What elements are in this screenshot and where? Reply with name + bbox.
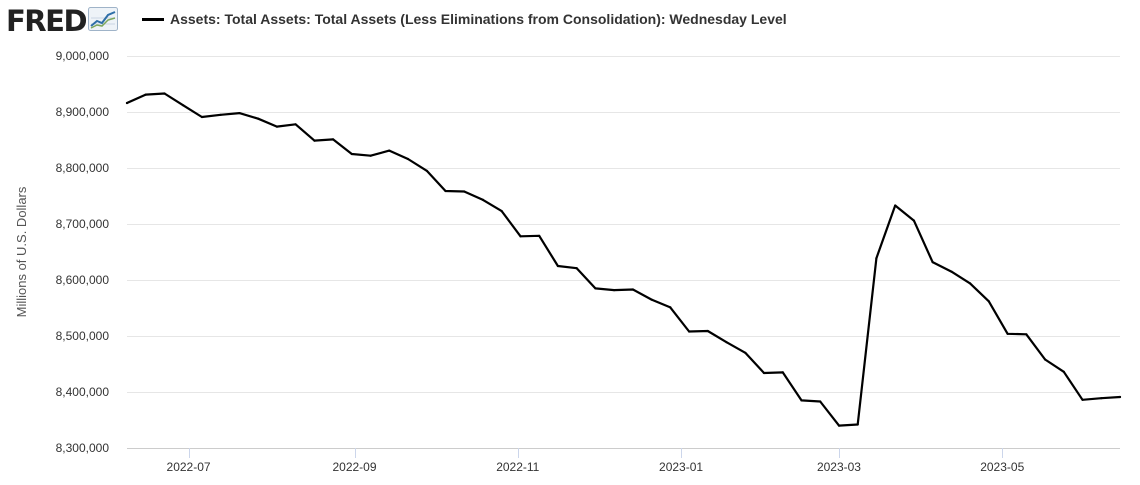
data-point[interactable] [725, 341, 728, 344]
data-point[interactable] [425, 169, 428, 172]
data-point[interactable] [1025, 333, 1028, 336]
data-point[interactable] [144, 93, 147, 96]
y-tick-label: 8,900,000 [56, 105, 110, 119]
grid-lines [127, 56, 1120, 449]
data-point[interactable] [1006, 332, 1009, 335]
data-point[interactable] [894, 204, 897, 207]
data-point[interactable] [706, 329, 709, 333]
data-point[interactable] [1081, 398, 1084, 401]
data-point[interactable] [350, 152, 353, 156]
data-point[interactable] [444, 189, 447, 193]
x-tick-label: 2023-05 [980, 460, 1024, 474]
data-point[interactable] [257, 117, 260, 120]
data-point[interactable] [406, 157, 410, 161]
x-tick-label: 2023-01 [659, 460, 703, 474]
y-tick-label: 8,300,000 [56, 441, 110, 455]
x-tick-label: 2022-07 [167, 460, 211, 474]
data-point[interactable] [1118, 395, 1122, 399]
x-tick-label: 2023-03 [817, 460, 861, 474]
data-point[interactable] [219, 113, 222, 116]
data-point[interactable] [650, 298, 653, 301]
data-point[interactable] [837, 424, 841, 427]
data-point[interactable] [875, 257, 878, 260]
data-point[interactable] [669, 306, 672, 309]
data-point[interactable] [163, 92, 166, 95]
y-tick-label: 9,000,000 [56, 49, 110, 63]
data-point[interactable] [575, 267, 578, 270]
x-tick-label: 2022-09 [332, 460, 376, 474]
data-point[interactable] [125, 101, 129, 105]
line-graph-icon [88, 6, 119, 36]
data-point[interactable] [313, 139, 316, 142]
data-point[interactable] [1062, 370, 1065, 373]
data-point[interactable] [481, 198, 485, 201]
data-point[interactable] [856, 423, 859, 426]
data-point[interactable] [500, 210, 503, 213]
data-point[interactable] [200, 115, 203, 119]
data-point[interactable] [987, 300, 990, 303]
data-point[interactable] [332, 138, 335, 141]
chart-legend[interactable]: Assets: Total Assets: Total Assets (Less… [142, 11, 787, 27]
data-point[interactable] [594, 287, 597, 290]
data-point[interactable] [631, 288, 635, 291]
data-point[interactable] [950, 270, 953, 273]
data-point[interactable] [819, 400, 822, 403]
y-tick-label: 8,400,000 [56, 385, 110, 399]
legend-series-label: Assets: Total Assets: Total Assets (Less… [170, 11, 787, 27]
x-axis: 2022-07 2022-09 2022-11 2023-01 2023-03 2023-… [127, 448, 1120, 474]
data-point[interactable] [613, 289, 616, 292]
y-tick-label: 8,800,000 [56, 161, 110, 175]
y-axis-tick-labels: 8,300,000 8,400,000 8,500,000 8,600,000 8,70… [56, 49, 110, 455]
data-point[interactable] [238, 112, 241, 115]
data-point[interactable] [688, 330, 691, 333]
y-axis-title: Millions of U.S. Dollars [14, 186, 29, 317]
fred-logo-text: FRED [6, 4, 88, 38]
chart-header: FRED Assets: Total Assets: Total Assets … [0, 0, 1140, 44]
data-point[interactable] [800, 399, 803, 402]
data-point[interactable] [969, 282, 972, 285]
data-point[interactable] [519, 235, 522, 238]
data-point[interactable] [463, 190, 466, 193]
series-group [125, 92, 1122, 427]
data-point[interactable] [275, 125, 278, 128]
legend-line-swatch [142, 17, 164, 21]
data-point[interactable] [912, 219, 916, 222]
data-point[interactable] [1044, 358, 1047, 361]
y-tick-label: 8,700,000 [56, 217, 110, 231]
data-point[interactable] [762, 371, 766, 375]
series-line[interactable] [125, 92, 1122, 427]
data-point[interactable] [744, 351, 747, 354]
data-point[interactable] [294, 123, 297, 126]
data-point[interactable] [388, 149, 391, 152]
x-tick-label: 2022-11 [496, 460, 539, 474]
data-point[interactable] [931, 261, 934, 264]
data-point[interactable] [182, 104, 185, 107]
data-point[interactable] [369, 154, 372, 157]
data-point[interactable] [1100, 397, 1103, 400]
y-tick-label: 8,600,000 [56, 273, 110, 287]
data-point[interactable] [781, 371, 784, 374]
y-tick-label: 8,500,000 [56, 329, 110, 343]
fred-logo[interactable]: FRED [6, 4, 119, 38]
data-point[interactable] [538, 234, 541, 237]
data-point[interactable] [556, 264, 560, 268]
